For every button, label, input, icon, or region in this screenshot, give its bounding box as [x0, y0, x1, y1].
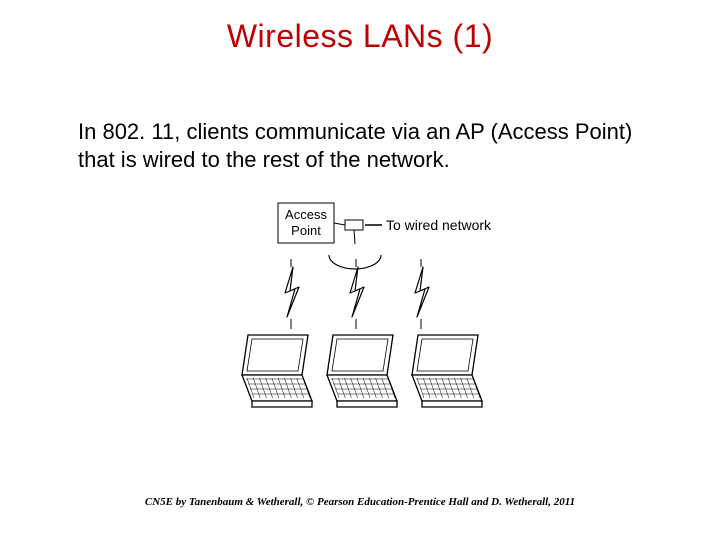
slide-title: Wireless LANs (1)	[0, 18, 720, 55]
slide-footer: CN5E by Tanenbaum & Wetherall, © Pearson…	[0, 496, 720, 508]
wireless-bolt-icon	[415, 259, 429, 329]
ap-label-connector	[334, 223, 345, 225]
ap-coverage-arc	[329, 255, 381, 269]
wireless-bolt-icon	[285, 259, 299, 329]
ap-device-icon	[345, 220, 363, 230]
ap-stub	[354, 230, 355, 244]
ap-label-line1: Access	[285, 207, 327, 222]
laptop-icon	[242, 335, 312, 407]
laptop-icon	[412, 335, 482, 407]
wlan-diagram: AccessPoint To wired network	[190, 195, 530, 455]
ap-label-line2: Point	[291, 223, 321, 238]
wired-label: To wired network	[386, 217, 492, 233]
slide: Wireless LANs (1) In 802. 11, clients co…	[0, 0, 720, 540]
laptop-icon	[327, 335, 397, 407]
slide-body-text: In 802. 11, clients communicate via an A…	[78, 118, 638, 174]
